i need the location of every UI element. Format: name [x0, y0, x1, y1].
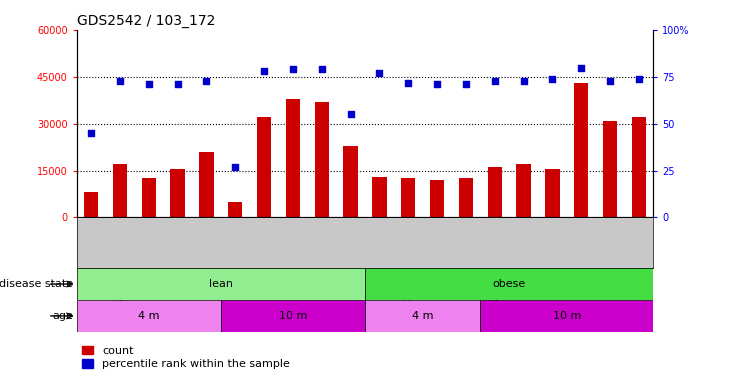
Text: GDS2542 / 103_172: GDS2542 / 103_172 [77, 13, 215, 28]
Bar [603, 121, 618, 218]
Point [460, 81, 472, 87]
Bar [315, 102, 329, 218]
Point [258, 68, 270, 74]
Point [229, 164, 241, 170]
Bar [142, 178, 156, 218]
Point [518, 78, 529, 84]
Point [85, 130, 97, 136]
Text: age: age [52, 311, 73, 321]
Text: lean: lean [209, 279, 233, 289]
Bar [170, 169, 185, 217]
Point [547, 76, 558, 82]
Point [287, 66, 299, 72]
Point [172, 81, 183, 87]
Point [345, 111, 356, 117]
Point [633, 76, 645, 82]
Bar [199, 152, 214, 217]
Bar [574, 83, 588, 218]
Bar [77, 268, 365, 300]
Point [201, 78, 212, 84]
Bar [365, 300, 480, 332]
Text: obese: obese [493, 279, 526, 289]
Bar [631, 117, 646, 218]
Bar [545, 169, 560, 217]
Point [316, 66, 328, 72]
Text: 4 m: 4 m [138, 311, 159, 321]
Bar [488, 168, 502, 217]
Bar [228, 202, 242, 217]
Text: 10 m: 10 m [279, 311, 307, 321]
Bar [430, 180, 445, 218]
Point [374, 70, 385, 76]
Bar [372, 177, 387, 218]
Point [114, 78, 126, 84]
Bar [257, 117, 272, 218]
Bar [365, 268, 653, 300]
Text: 10 m: 10 m [553, 311, 581, 321]
Point [575, 64, 587, 70]
Bar [343, 146, 358, 218]
Bar [458, 178, 473, 218]
Point [143, 81, 155, 87]
Legend: count, percentile rank within the sample: count, percentile rank within the sample [82, 346, 290, 369]
Bar [112, 164, 127, 218]
Bar [401, 178, 415, 218]
Bar [84, 192, 99, 217]
Bar [77, 300, 220, 332]
Bar [516, 164, 531, 218]
Text: 4 m: 4 m [412, 311, 434, 321]
Point [402, 80, 414, 86]
Point [431, 81, 443, 87]
Point [489, 78, 501, 84]
Bar [285, 99, 300, 218]
Bar [221, 300, 365, 332]
Text: disease state: disease state [0, 279, 73, 289]
Point [604, 78, 616, 84]
Bar [480, 300, 653, 332]
